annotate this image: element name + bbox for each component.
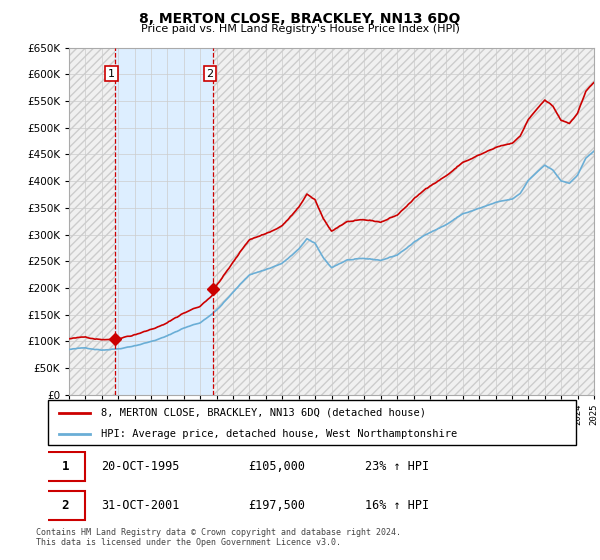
Bar xyxy=(115,48,214,395)
FancyBboxPatch shape xyxy=(48,400,576,445)
Text: 1: 1 xyxy=(108,69,115,78)
Text: £197,500: £197,500 xyxy=(248,499,305,512)
Text: 2: 2 xyxy=(61,499,69,512)
FancyBboxPatch shape xyxy=(46,452,85,482)
Text: 1: 1 xyxy=(61,460,69,473)
Text: 8, MERTON CLOSE, BRACKLEY, NN13 6DQ (detached house): 8, MERTON CLOSE, BRACKLEY, NN13 6DQ (det… xyxy=(101,408,426,418)
FancyBboxPatch shape xyxy=(46,491,85,520)
Text: 16% ↑ HPI: 16% ↑ HPI xyxy=(365,499,429,512)
Text: 31-OCT-2001: 31-OCT-2001 xyxy=(101,499,179,512)
Text: HPI: Average price, detached house, West Northamptonshire: HPI: Average price, detached house, West… xyxy=(101,429,457,439)
Bar xyxy=(69,48,594,395)
Text: 23% ↑ HPI: 23% ↑ HPI xyxy=(365,460,429,473)
Text: 8, MERTON CLOSE, BRACKLEY, NN13 6DQ: 8, MERTON CLOSE, BRACKLEY, NN13 6DQ xyxy=(139,12,461,26)
Text: 2: 2 xyxy=(206,69,214,78)
Text: Price paid vs. HM Land Registry's House Price Index (HPI): Price paid vs. HM Land Registry's House … xyxy=(140,24,460,34)
Text: £105,000: £105,000 xyxy=(248,460,305,473)
Text: 20-OCT-1995: 20-OCT-1995 xyxy=(101,460,179,473)
Text: Contains HM Land Registry data © Crown copyright and database right 2024.
This d: Contains HM Land Registry data © Crown c… xyxy=(36,528,401,547)
